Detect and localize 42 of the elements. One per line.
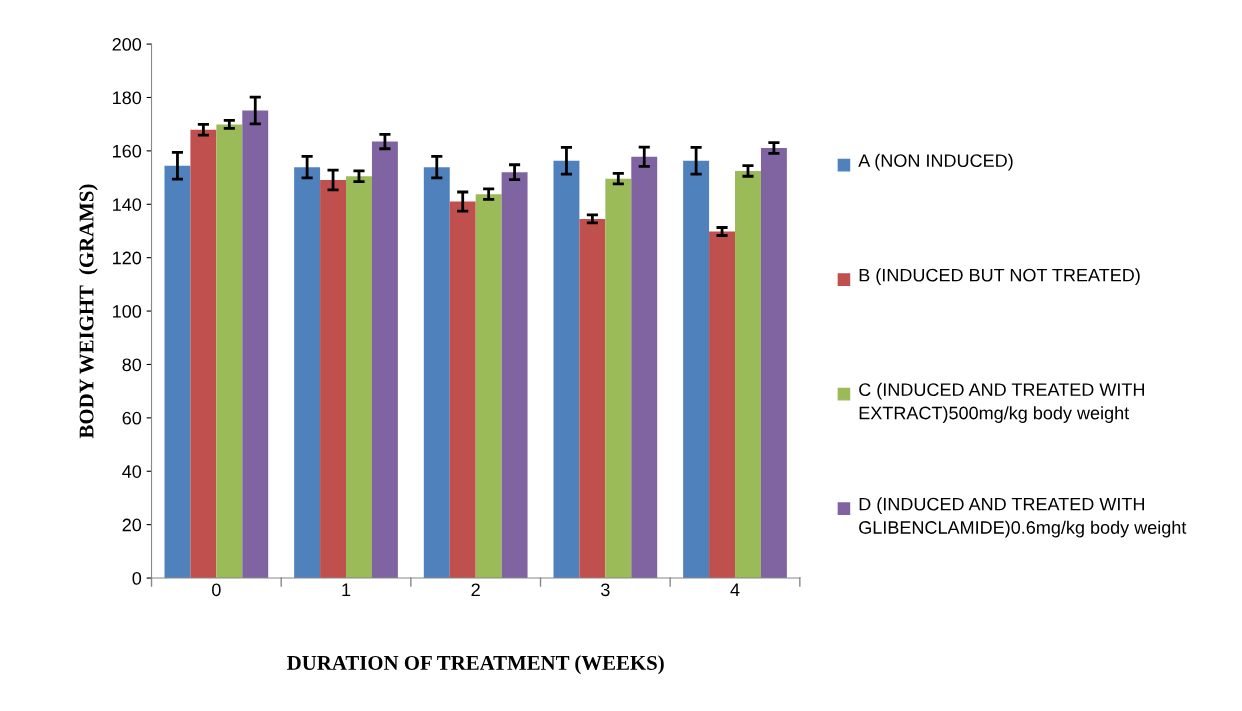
y-tick-label: 140 [113, 198, 142, 211]
legend-label: A (NON INDUCED) [858, 153, 1013, 171]
bar [371, 141, 398, 579]
y-tick-label: 200 [112, 38, 142, 51]
bar [760, 147, 787, 579]
bar [294, 167, 321, 579]
y-tick-label: 20 [122, 518, 142, 532]
bar [216, 124, 243, 579]
bar [190, 129, 217, 579]
x-tick-label: 2 [471, 583, 480, 596]
bar [553, 160, 580, 579]
bar [605, 178, 632, 579]
legend-label: D (INDUCED AND TREATED WITH GLIBENCLAMIDE)0.6mg/kg body weight [859, 497, 1187, 538]
bar [475, 194, 502, 579]
bar [164, 165, 191, 579]
x-tick-label: 4 [730, 583, 740, 596]
bar [423, 167, 450, 579]
bar [320, 179, 347, 579]
bar [631, 156, 658, 579]
legend-label: B (INDUCED BUT NOT TREATED) [859, 268, 1140, 286]
x-tick-label: 0 [212, 583, 221, 597]
legend-label: C (INDUCED AND TREATED WITH EXTRACT)500mg/kg body weight [859, 382, 1144, 423]
y-tick-label: 40 [122, 465, 142, 478]
y-tick-label: 120 [113, 251, 142, 265]
y-tick-label: 80 [122, 358, 142, 372]
bar [346, 176, 372, 579]
x-axis-title: DURATION OF TREATMENT (WEEKS) [287, 655, 664, 675]
bar [579, 218, 606, 579]
bar [709, 231, 736, 579]
bar [242, 110, 269, 579]
bar [501, 172, 528, 579]
y-tick-label: 180 [113, 91, 142, 105]
y-tick-label: 100 [113, 305, 142, 318]
x-tick-label: 1 [342, 583, 351, 596]
bar [683, 160, 710, 579]
y-tick-label: 0 [132, 571, 142, 585]
y-axis-title: BODY WEIGHT (GRAMS) [78, 184, 98, 439]
x-tick-label: 3 [601, 583, 610, 597]
y-tick-label: 160 [113, 144, 142, 158]
bar [735, 170, 761, 579]
bar [449, 201, 476, 579]
y-tick-label: 60 [122, 411, 142, 425]
